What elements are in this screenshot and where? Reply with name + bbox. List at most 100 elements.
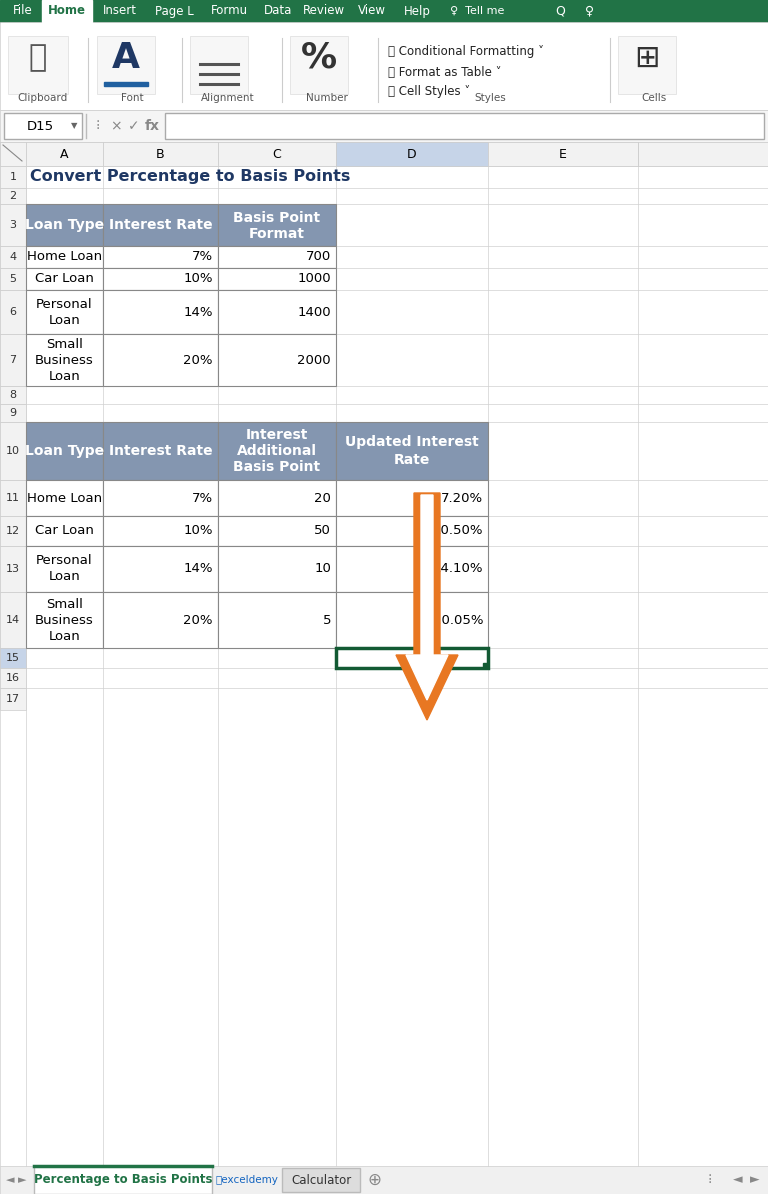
Bar [26,290,103,334]
Text: A: A [60,148,69,160]
Text: ►: ► [18,1175,26,1184]
Bar [218,290,336,334]
Bar [0,1167,768,1194]
Bar [103,334,218,386]
Text: Styles: Styles [474,93,506,103]
Text: Help: Help [403,5,430,18]
Text: Interest Rate: Interest Rate [109,219,212,232]
Text: Basis Point: Basis Point [233,460,320,474]
Text: Car Loan: Car Loan [35,272,94,285]
Bar [0,166,768,1167]
Bar [26,421,103,480]
Bar [0,480,26,516]
Text: 2: 2 [9,191,17,201]
Text: E: E [559,148,567,160]
Text: 700: 700 [306,251,331,264]
Text: Cells: Cells [641,93,667,103]
Text: Number: Number [306,93,348,103]
Text: ♀  Tell me: ♀ Tell me [450,6,505,16]
Bar [26,546,103,592]
Text: Interest Rate: Interest Rate [109,444,212,458]
Text: 9: 9 [9,408,17,418]
Bar [0,166,26,187]
Text: Interest: Interest [246,427,308,442]
Bar [0,290,26,334]
Bar [103,246,218,267]
Bar [0,688,26,710]
Text: ⊕: ⊕ [367,1171,381,1189]
Text: 13: 13 [6,564,20,574]
Bar [103,290,218,334]
Text: ⁝: ⁝ [96,119,100,133]
Text: 2000: 2000 [297,353,331,367]
Text: ◄: ◄ [5,1175,15,1184]
Bar [483,663,488,667]
Bar [0,142,26,166]
Bar [336,648,488,667]
Text: 🗂 Cell Styles ˅: 🗂 Cell Styles ˅ [388,86,470,98]
Bar [0,246,26,267]
Text: 50: 50 [314,524,331,537]
Text: 6: 6 [9,307,16,316]
Text: 20%: 20% [184,353,213,367]
Text: ×: × [110,119,122,133]
Text: Home: Home [48,5,86,18]
Text: 7.20%: 7.20% [441,492,483,505]
Text: 10: 10 [314,562,331,576]
Bar [618,36,676,94]
Bar [0,648,26,667]
Bar [34,1167,212,1194]
Text: 14: 14 [6,615,20,624]
Text: View: View [358,5,386,18]
Text: Basis Point: Basis Point [233,211,320,224]
Bar [165,113,764,139]
Text: Small
Business
Loan: Small Business Loan [35,597,94,642]
Text: 4: 4 [9,252,17,261]
Text: 📋: 📋 [29,43,47,73]
Bar [336,142,488,166]
Bar [8,36,68,94]
Bar [0,21,768,110]
Text: Convert Percentage to Basis Points: Convert Percentage to Basis Points [30,170,350,185]
Text: ♀: ♀ [585,5,594,18]
Text: Calculator: Calculator [291,1174,351,1187]
Bar [103,142,218,166]
Bar [0,142,768,166]
Bar [103,204,218,246]
Text: B: B [156,148,165,160]
Bar [218,142,336,166]
Bar [336,421,488,480]
Text: 🗂 Conditional Formatting ˅: 🗂 Conditional Formatting ˅ [388,45,544,59]
Text: 20: 20 [314,492,331,505]
Bar [97,36,155,94]
Text: Rate: Rate [394,453,430,467]
Bar [0,267,26,290]
Text: Personal
Loan: Personal Loan [36,554,93,584]
Polygon shape [396,493,458,720]
Bar [488,142,638,166]
Bar [26,204,103,246]
Bar [218,334,336,386]
Text: C: C [273,148,281,160]
Bar [103,480,218,516]
Polygon shape [406,496,448,700]
Text: ⁝: ⁝ [708,1173,712,1187]
Bar [26,480,103,516]
Bar [26,267,103,290]
Text: Insert: Insert [103,5,137,18]
Bar [290,36,348,94]
Bar [26,516,103,546]
Text: Q: Q [555,5,565,18]
Text: 7%: 7% [192,251,213,264]
Text: Alignment: Alignment [201,93,255,103]
Bar [218,516,336,546]
Text: ►: ► [750,1174,760,1187]
Text: Percentage to Basis Points: Percentage to Basis Points [34,1174,212,1187]
Text: 16: 16 [6,673,20,683]
Bar [282,1168,360,1192]
Text: 14%: 14% [184,306,213,319]
Bar [218,246,336,267]
Text: Additional: Additional [237,444,317,458]
Text: ✓: ✓ [128,119,140,133]
Text: Font: Font [121,93,144,103]
